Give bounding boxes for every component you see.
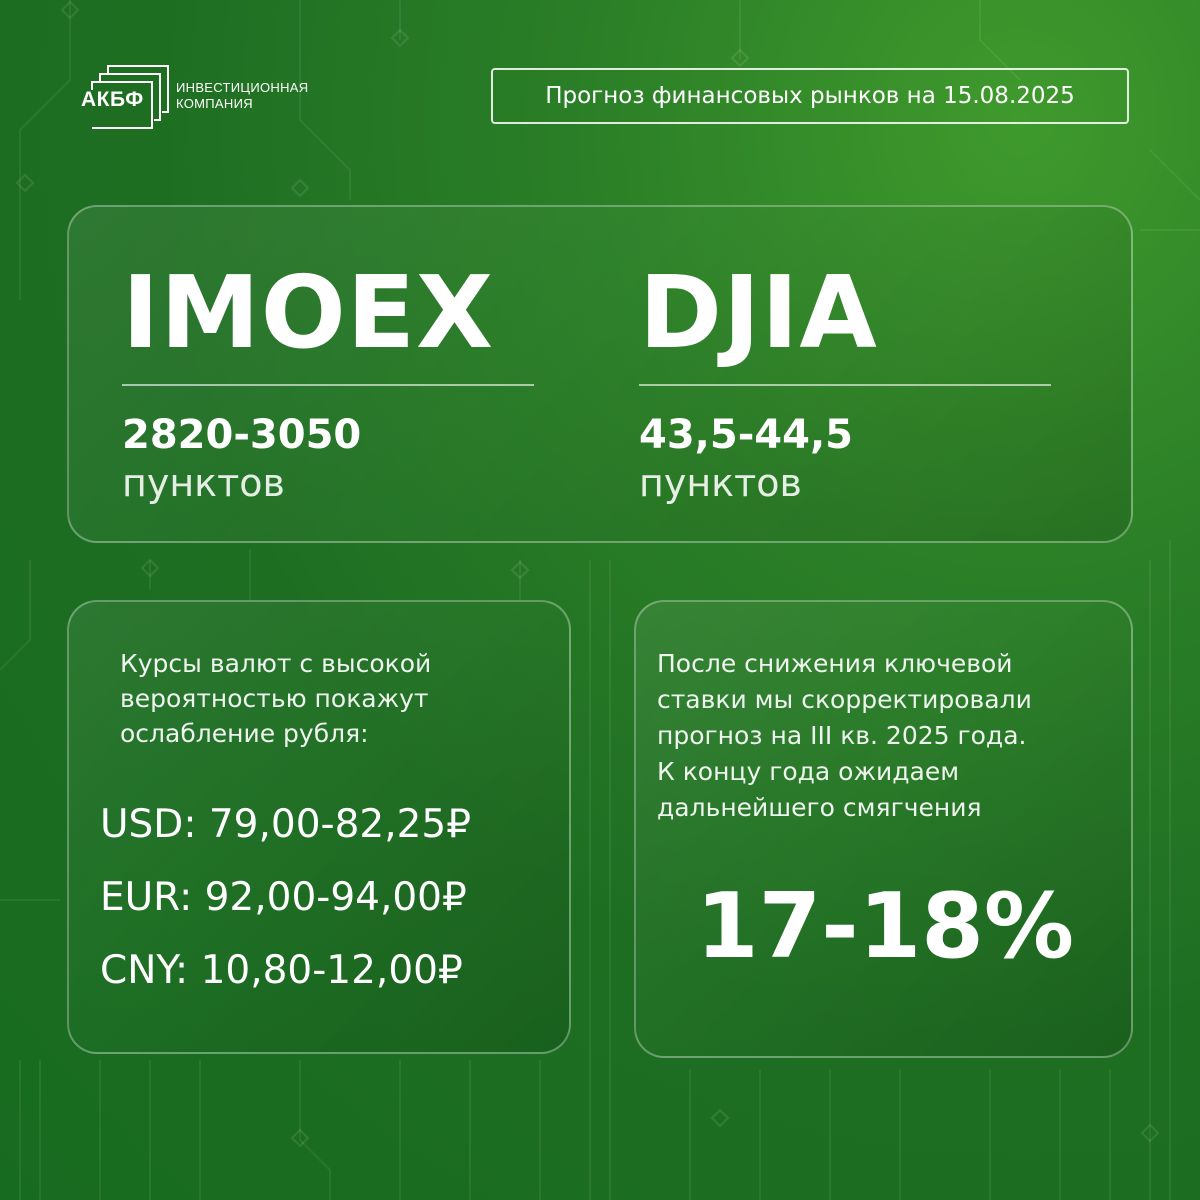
logo-subtitle: ИНВЕСТИЦИОННАЯ КОМПАНИЯ — [176, 80, 308, 112]
key-rate-line: После снижения ключевой — [657, 649, 1013, 678]
currency-intro-text: Курсы валют с высокой вероятностью покаж… — [120, 646, 431, 751]
logo-subtitle-line-2: КОМПАНИЯ — [176, 96, 253, 111]
cny-rate: CNY: 10,80-12,00₽ — [100, 948, 463, 993]
key-rate-line: дальнейшего смягчения — [657, 793, 982, 822]
divider-imoex — [122, 384, 534, 386]
key-rate-value: 17-18% — [696, 874, 1075, 979]
index-name-imoex: IMOEX — [122, 254, 495, 371]
key-rate-line: К концу года ожидаем — [657, 757, 960, 786]
index-unit-imoex: пунктов — [122, 461, 285, 505]
logo-subtitle-line-1: ИНВЕСТИЦИОННАЯ — [176, 80, 309, 95]
forecast-date-badge: Прогноз финансовых рынков на 15.08.2025 — [491, 68, 1129, 124]
currency-intro-line: вероятностью покажут — [120, 684, 429, 713]
index-range-imoex: 2820-3050 — [122, 412, 362, 458]
currency-forecast-card: Курсы валют с высокой вероятностью покаж… — [67, 600, 571, 1054]
company-logo: АКБФ ИНВЕСТИЦИОННАЯ КОМПАНИЯ — [78, 62, 318, 132]
key-rate-line: прогноз на III кв. 2025 года. — [657, 721, 1027, 750]
key-rate-card: После снижения ключевой ставки мы скорре… — [634, 600, 1133, 1058]
logo-name: АКБФ — [81, 88, 144, 111]
eur-rate: EUR: 92,00-94,00₽ — [100, 875, 467, 920]
currency-intro-line: ослабление рубля: — [120, 719, 369, 748]
index-range-djia: 43,5-44,5 — [639, 412, 853, 458]
divider-djia — [639, 384, 1051, 386]
indices-card: IMOEX 2820-3050 пунктов DJIA 43,5-44,5 п… — [67, 205, 1133, 543]
usd-rate: USD: 79,00-82,25₽ — [100, 802, 472, 847]
currency-intro-line: Курсы валют с высокой — [120, 649, 432, 678]
index-unit-djia: пунктов — [639, 461, 802, 505]
index-name-djia: DJIA — [639, 254, 878, 371]
logo-frame-icon — [91, 65, 169, 129]
key-rate-description: После снижения ключевой ставки мы скорре… — [657, 646, 1032, 826]
key-rate-line: ставки мы скорректировали — [657, 685, 1032, 714]
